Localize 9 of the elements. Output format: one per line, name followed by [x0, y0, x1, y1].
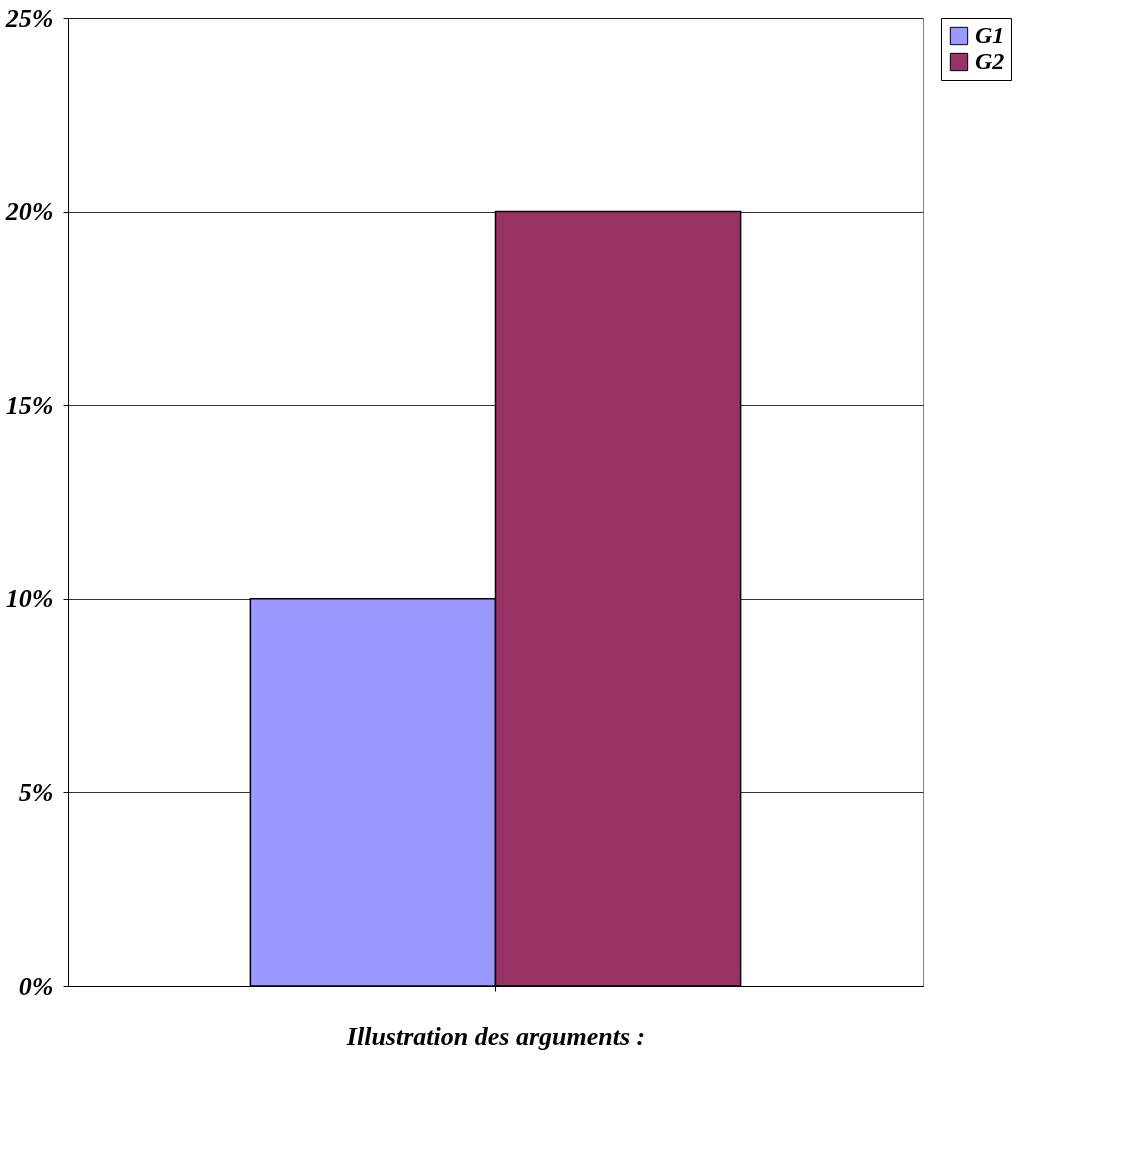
y-tick-label: 20%	[4, 197, 54, 227]
y-tick-label: 25%	[4, 3, 54, 33]
legend-label: G1	[975, 22, 1005, 48]
y-tick-label: 0%	[18, 971, 54, 1001]
x-axis-title: Illustration des arguments :	[345, 1021, 646, 1051]
y-tick-label: 15%	[5, 390, 54, 420]
y-tick-label: 5%	[18, 777, 54, 807]
legend-label: G2	[975, 48, 1005, 74]
y-tick-label: 10%	[5, 584, 54, 614]
